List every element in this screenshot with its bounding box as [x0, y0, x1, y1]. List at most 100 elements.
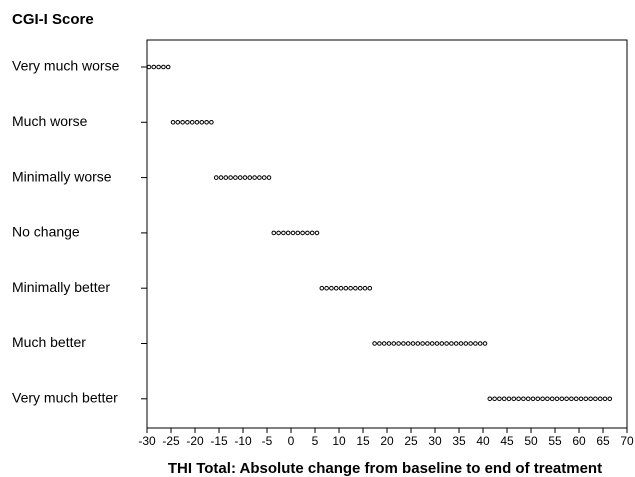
dot: [501, 396, 507, 402]
x-tick-label: -25: [162, 434, 180, 448]
dot: [372, 341, 377, 346]
dot: [357, 285, 363, 291]
dot: [497, 396, 502, 402]
dot: [506, 396, 512, 402]
y-tick-label: Very much better: [12, 390, 118, 406]
x-tick-label: 65: [596, 434, 610, 448]
x-tick-label: -15: [210, 434, 228, 448]
dot: [237, 175, 243, 180]
dot: [362, 285, 368, 291]
dot: [521, 396, 526, 402]
dot: [276, 230, 281, 236]
dot: [545, 396, 550, 402]
x-tick-label: 25: [404, 434, 418, 448]
dot: [204, 120, 209, 125]
dot: [396, 341, 401, 346]
dot: [175, 120, 181, 125]
dot: [415, 341, 421, 346]
dot: [189, 120, 195, 125]
dot: [295, 230, 301, 236]
y-tick-label: Much worse: [12, 113, 88, 129]
dot: [209, 120, 214, 125]
dot: [607, 396, 613, 402]
dot: [425, 341, 430, 346]
dot: [257, 175, 262, 180]
x-axis-title: THI Total: Absolute change from baseline…: [168, 460, 602, 477]
y-axis-title: CGI-I Score: [12, 11, 94, 28]
dot: [180, 120, 185, 125]
dot: [343, 285, 349, 291]
dot: [228, 175, 233, 180]
dot: [247, 175, 253, 180]
dot: [410, 341, 416, 346]
dot: [281, 230, 286, 236]
dot: [516, 396, 521, 402]
dot: [386, 341, 392, 346]
dot: [540, 396, 545, 402]
dot: [569, 396, 574, 402]
dot: [453, 341, 459, 346]
dot: [477, 341, 483, 346]
dot: [381, 341, 387, 346]
dot: [165, 64, 171, 70]
dot: [309, 230, 315, 236]
dot: [554, 396, 560, 402]
x-tick-label: 70: [620, 434, 634, 448]
dot: [468, 341, 473, 346]
dot: [564, 396, 569, 402]
dot: [573, 396, 579, 402]
dot: [218, 175, 224, 180]
dot: [492, 396, 497, 402]
dot: [300, 230, 305, 236]
x-tick-label: 10: [332, 434, 346, 448]
dot: [151, 64, 157, 70]
dot: [319, 285, 325, 291]
dot: [353, 285, 358, 291]
x-tick-label: 60: [572, 434, 586, 448]
plot-frame: [146, 39, 628, 429]
dot: [271, 230, 277, 236]
dot: [602, 396, 608, 402]
dot: [429, 341, 435, 346]
dot: [156, 64, 161, 70]
dot: [420, 341, 425, 346]
x-tick-label: -20: [186, 434, 204, 448]
dot: [434, 341, 440, 346]
y-tick-label: Very much worse: [12, 58, 120, 74]
dot: [377, 341, 382, 346]
x-tick-label: -5: [262, 434, 273, 448]
dot: [324, 285, 329, 291]
dot: [305, 230, 310, 236]
dot: [146, 64, 152, 70]
dot: [593, 396, 598, 402]
dot: [329, 285, 334, 291]
dot: [185, 120, 190, 125]
dot: [530, 396, 536, 402]
dot: [549, 396, 555, 402]
dot: [535, 396, 541, 402]
dot: [487, 396, 493, 402]
dot: [463, 341, 469, 346]
dot: [348, 285, 353, 291]
dot: [333, 285, 339, 291]
dot: [458, 341, 464, 346]
dot: [578, 396, 584, 402]
dot: [367, 285, 373, 291]
x-tick-label: 55: [548, 434, 562, 448]
dot: [261, 175, 267, 180]
dot: [482, 341, 488, 346]
dot: [583, 396, 589, 402]
dot: [559, 396, 565, 402]
dot: [588, 396, 593, 402]
dot: [233, 175, 238, 180]
dot: [199, 120, 205, 125]
x-tick-label: 45: [500, 434, 514, 448]
dot: [391, 341, 397, 346]
x-tick-label: 50: [524, 434, 538, 448]
x-tick-label: -10: [234, 434, 252, 448]
dot: [597, 396, 603, 402]
dot: [194, 120, 200, 125]
dot: [285, 230, 291, 236]
x-tick-label: 5: [312, 434, 319, 448]
